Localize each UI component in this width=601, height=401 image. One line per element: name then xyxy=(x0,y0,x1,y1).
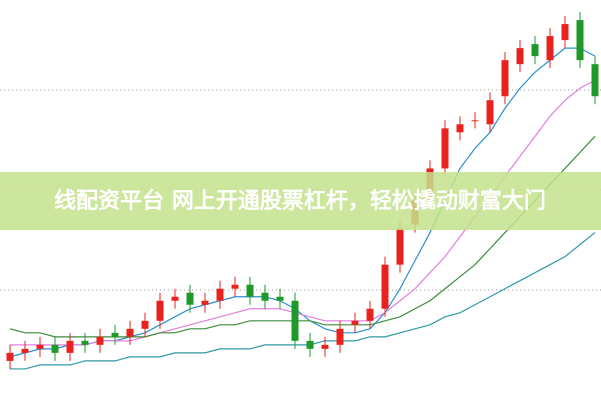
plot xyxy=(6,12,599,370)
candle-body xyxy=(306,340,314,349)
candle-body xyxy=(36,344,44,349)
candle-body xyxy=(531,44,539,57)
candle-body xyxy=(561,24,569,41)
candle-body xyxy=(6,352,14,361)
candle-body xyxy=(96,336,104,345)
moving-average-line xyxy=(10,232,596,370)
candle-body xyxy=(396,228,404,265)
candle-body xyxy=(351,320,359,325)
candle-body xyxy=(231,284,239,289)
candle-body xyxy=(486,100,494,125)
candle-body xyxy=(141,320,149,329)
candle-body xyxy=(111,332,119,337)
candle-body xyxy=(576,20,584,61)
candle-body xyxy=(381,264,389,309)
candle-body xyxy=(336,328,344,345)
candle-body xyxy=(261,292,269,301)
candle-body xyxy=(501,60,509,97)
banner-background xyxy=(0,172,601,230)
candle-body xyxy=(81,340,89,345)
candle-body xyxy=(291,300,299,341)
candle-body xyxy=(21,348,29,353)
candle-body xyxy=(171,296,179,301)
candle-body xyxy=(441,128,449,169)
candle-body xyxy=(516,48,524,65)
moving-average-line xyxy=(9,135,596,338)
candle-body xyxy=(186,292,194,305)
candle-body xyxy=(366,308,374,321)
candle-body xyxy=(201,300,209,305)
candle-body xyxy=(546,36,554,61)
candle-body xyxy=(156,300,164,321)
candle-body xyxy=(456,124,464,133)
candle-body xyxy=(66,340,74,353)
candle-body xyxy=(126,328,134,337)
candle-body xyxy=(321,344,329,349)
candle-body xyxy=(471,120,479,122)
candle-body xyxy=(591,64,599,97)
candle-body xyxy=(51,344,59,353)
candle-body xyxy=(276,296,284,301)
candle-body xyxy=(246,284,254,297)
candle-body xyxy=(216,288,224,301)
banner-text: 线配资平台 网上开通股票杠杆，轻松撬动财富大门 xyxy=(54,188,546,214)
